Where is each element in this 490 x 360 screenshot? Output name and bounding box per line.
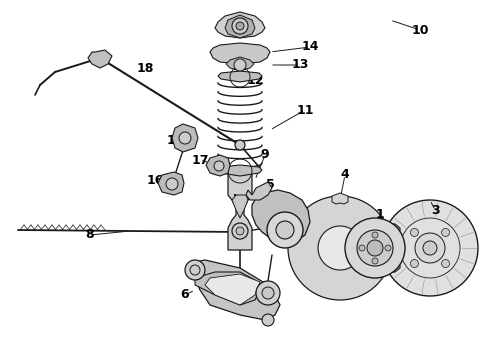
Text: 1: 1 [376, 208, 384, 221]
Text: 18: 18 [136, 62, 154, 75]
Text: 7: 7 [225, 269, 234, 282]
Polygon shape [332, 193, 348, 204]
Polygon shape [246, 182, 272, 200]
Polygon shape [218, 71, 262, 82]
Circle shape [235, 140, 245, 150]
Circle shape [441, 260, 449, 267]
Polygon shape [232, 195, 248, 218]
Circle shape [415, 233, 445, 263]
Polygon shape [226, 57, 254, 71]
Circle shape [288, 196, 392, 300]
Text: 2: 2 [336, 229, 344, 242]
Circle shape [166, 178, 178, 190]
Circle shape [385, 245, 391, 251]
Text: 17: 17 [191, 153, 209, 166]
Text: 11: 11 [296, 104, 314, 117]
Text: 16: 16 [147, 174, 164, 186]
Polygon shape [88, 50, 112, 68]
Circle shape [318, 226, 362, 270]
Text: 9: 9 [261, 148, 270, 162]
Circle shape [236, 227, 244, 235]
Circle shape [382, 200, 478, 296]
Circle shape [256, 281, 280, 305]
Text: 3: 3 [431, 203, 440, 216]
Text: 12: 12 [246, 73, 264, 86]
Circle shape [372, 232, 378, 238]
Circle shape [441, 229, 449, 237]
Circle shape [359, 245, 365, 251]
Polygon shape [225, 15, 255, 38]
Polygon shape [228, 172, 252, 250]
Circle shape [262, 314, 274, 326]
Circle shape [372, 258, 378, 264]
Circle shape [214, 161, 224, 171]
Polygon shape [195, 272, 260, 305]
Polygon shape [205, 274, 260, 305]
Circle shape [232, 18, 248, 34]
Circle shape [179, 132, 191, 144]
Circle shape [276, 221, 294, 239]
Text: 14: 14 [301, 40, 319, 54]
Polygon shape [252, 190, 310, 245]
Text: 5: 5 [266, 179, 274, 192]
Circle shape [367, 240, 383, 256]
Circle shape [190, 265, 200, 275]
Text: 6: 6 [181, 288, 189, 302]
Circle shape [345, 218, 405, 278]
Polygon shape [218, 165, 262, 176]
Circle shape [185, 260, 205, 280]
Circle shape [262, 287, 274, 299]
Polygon shape [215, 12, 265, 38]
Polygon shape [206, 155, 230, 176]
Text: 13: 13 [292, 58, 309, 72]
Circle shape [236, 22, 244, 30]
Text: 10: 10 [411, 23, 429, 36]
Text: 15: 15 [166, 134, 184, 147]
Circle shape [423, 241, 437, 255]
Circle shape [267, 212, 303, 248]
Polygon shape [172, 124, 198, 152]
Text: 4: 4 [341, 168, 349, 181]
Polygon shape [355, 222, 400, 274]
Polygon shape [210, 43, 270, 64]
Circle shape [234, 59, 246, 71]
Circle shape [357, 230, 393, 266]
Circle shape [411, 260, 418, 267]
Text: 8: 8 [86, 229, 94, 242]
Circle shape [232, 223, 248, 239]
Polygon shape [158, 172, 184, 195]
Circle shape [411, 229, 418, 237]
Polygon shape [195, 260, 280, 320]
